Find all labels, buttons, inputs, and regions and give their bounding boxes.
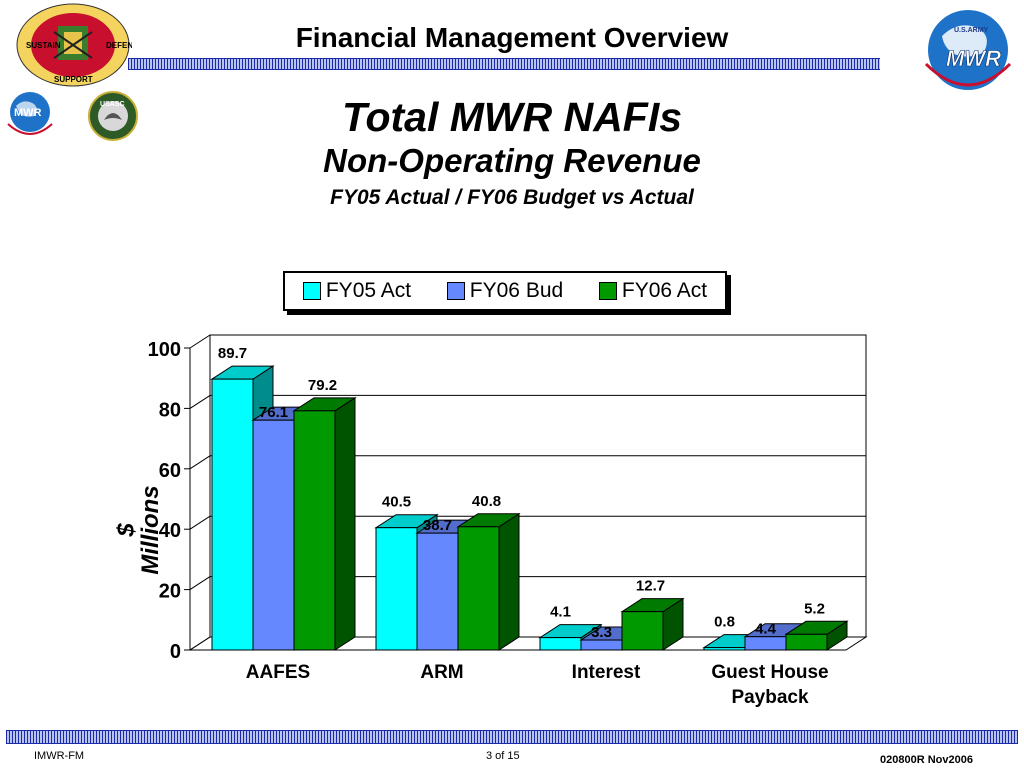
gridline-side <box>189 576 211 591</box>
y-tick-label: 0 <box>170 641 181 663</box>
gridline-side <box>189 394 211 409</box>
data-label: 89.7 <box>218 345 247 362</box>
bar <box>539 637 582 651</box>
legend-swatch-fy06-bud <box>446 282 465 300</box>
x-tick-label: ARM <box>420 662 463 683</box>
gridline-side <box>189 455 211 470</box>
crest-right-text: DEFEND <box>106 41 132 50</box>
y-tick-label: 20 <box>159 581 181 603</box>
subtitle: Non-Operating Revenue <box>323 142 701 179</box>
crest-left-text: SUSTAIN <box>26 41 61 50</box>
data-label: 76.1 <box>259 404 288 421</box>
bar <box>252 419 295 651</box>
bar <box>457 526 500 651</box>
y-tick-label: 60 <box>159 460 181 482</box>
legend-label-fy06-bud: FY06 Bud <box>469 279 564 302</box>
bar <box>580 639 623 651</box>
y-axis-title-line: $ <box>113 523 140 538</box>
data-label: 40.8 <box>472 493 501 510</box>
legend-swatch-fy06-act <box>598 282 617 300</box>
y-axis-title-line: Millions <box>137 485 164 574</box>
main-title: Total MWR NAFIs <box>341 94 683 140</box>
bar-side <box>498 512 520 651</box>
legend-item-fy05-act: FY05 Act <box>302 279 412 303</box>
legend-item-fy06-act: FY06 Act <box>598 279 708 303</box>
chart-legend: FY05 Act FY06 Bud FY06 Act <box>283 271 727 311</box>
gridline-side <box>189 515 211 530</box>
data-label: 38.7 <box>423 517 452 534</box>
usasc-text: USASC <box>100 101 125 108</box>
crest-bottom-text: SUPPORT <box>54 75 93 84</box>
footer-left: IMWR-FM <box>34 750 85 762</box>
header-title: Financial Management Overview <box>295 22 729 53</box>
legend-label-fy05-act: FY05 Act <box>325 279 412 302</box>
bar <box>211 378 254 651</box>
data-label: 3.3 <box>591 624 612 641</box>
x-tick-label: Guest House <box>711 662 828 683</box>
data-label: 40.5 <box>382 494 411 511</box>
header-band <box>128 58 880 70</box>
bar <box>744 636 787 651</box>
bar <box>785 633 828 651</box>
y-tick-label: 100 <box>148 339 181 361</box>
y-tick-label: 80 <box>159 399 181 421</box>
mwr-small-text: MWR <box>14 107 42 119</box>
sub-subtitle: FY05 Actual / FY06 Budget vs Actual <box>330 186 694 209</box>
legend-item-fy06-bud: FY06 Bud <box>446 279 564 303</box>
bar-side <box>334 396 356 651</box>
x-tick-label: AAFES <box>246 662 310 683</box>
mwr-globe-logo: U.S.ARMY MWR <box>924 10 1012 90</box>
installation-crest-logo: SUSTAIN SUPPORT DEFEND <box>16 3 132 87</box>
data-label: 12.7 <box>636 578 665 595</box>
gridline-side <box>189 334 211 349</box>
mwr-globe-text: MWR <box>946 46 1001 71</box>
data-label: 79.2 <box>308 377 337 394</box>
bar <box>293 410 336 651</box>
mwr-small-logo: MWR <box>7 92 53 135</box>
data-label: 5.2 <box>804 600 825 617</box>
mwr-globe-small-text: U.S.ARMY <box>954 27 989 34</box>
y-axis-title: $Millions <box>113 485 164 574</box>
x-tick-label: Interest <box>572 662 641 683</box>
data-label: 4.4 <box>755 621 777 638</box>
footer-band <box>6 730 1018 744</box>
usasc-eagle-logo: USASC <box>88 91 138 141</box>
data-label: 0.8 <box>714 614 735 631</box>
y-tick-label: 40 <box>159 520 181 542</box>
footer-page-number: 3 of 15 <box>486 750 520 762</box>
bar <box>621 611 664 651</box>
bar <box>416 532 459 651</box>
bar <box>703 647 746 651</box>
footer-right: 020800R Nov2006 <box>880 754 973 766</box>
legend-label-fy06-act: FY06 Act <box>621 279 708 302</box>
legend-swatch-fy05-act <box>302 282 321 300</box>
data-label: 4.1 <box>550 604 571 621</box>
bar <box>375 527 418 651</box>
x-tick-label: Payback <box>731 687 809 708</box>
